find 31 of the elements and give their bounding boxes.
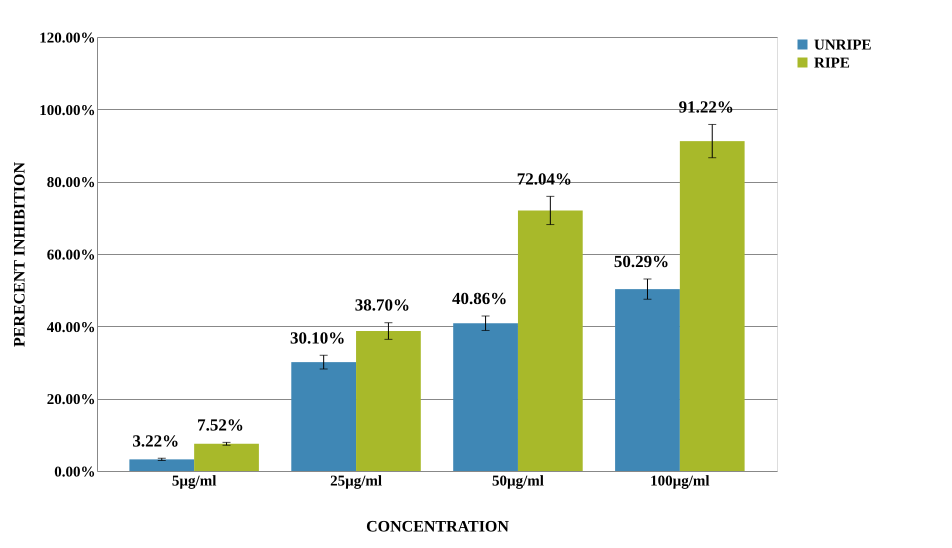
- y-tick-label: 60.00%: [46, 248, 96, 264]
- bar: [291, 362, 356, 471]
- y-tick-label: 100.00%: [39, 102, 96, 119]
- y-tick-label: 80.00%: [46, 175, 96, 192]
- legend-label: RIPE: [814, 56, 850, 72]
- data-label: 38.70%: [354, 296, 410, 315]
- bar: [518, 210, 583, 471]
- bar: [194, 444, 259, 471]
- legend-label: UNRIPE: [814, 38, 872, 54]
- y-tick-label: 20.00%: [46, 392, 96, 408]
- x-tick-label: 100µg/ml: [650, 474, 710, 490]
- data-label: 3.22%: [132, 431, 180, 450]
- bar: [356, 331, 421, 471]
- x-axis-title: CONCENTRATION: [366, 518, 510, 536]
- y-tick-label: 40.00%: [46, 320, 96, 336]
- data-label: 40.86%: [452, 288, 508, 308]
- data-label: 72.04%: [516, 169, 572, 188]
- bar: [615, 289, 680, 471]
- bar: [453, 323, 518, 471]
- x-tick-label: 50µg/ml: [492, 474, 544, 490]
- x-tick-label: 25µg/ml: [330, 474, 382, 490]
- data-label: 91.22%: [678, 97, 734, 116]
- y-tick-label: 0.00%: [54, 464, 96, 480]
- data-label: 30.10%: [290, 328, 346, 348]
- data-label: 50.29%: [614, 252, 670, 271]
- y-tick-label: 120.00%: [39, 30, 96, 46]
- bar: [680, 141, 745, 471]
- bar: [129, 459, 194, 471]
- x-tick-label: 5µg/ml: [172, 474, 216, 490]
- data-label: 7.52%: [197, 415, 244, 434]
- y-axis-title: PERECENT INHIBITION: [11, 162, 28, 348]
